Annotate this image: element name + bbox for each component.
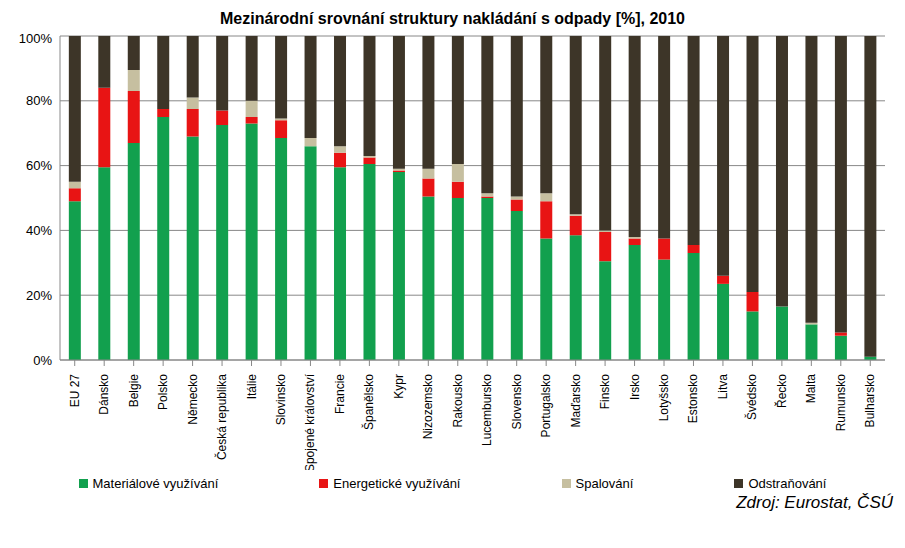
svg-text:Spojené království: Spojené království: [303, 373, 317, 470]
svg-text:Slovensko: Slovensko: [510, 374, 524, 430]
svg-text:Irsko: Irsko: [628, 374, 642, 400]
html-text:Materiálové využívání: Materiálové využívání: [92, 476, 219, 491]
svg-text:Německo: Německo: [186, 374, 200, 425]
svg-text:Lucembursko: Lucembursko: [480, 374, 494, 446]
svg-text:Kypr: Kypr: [392, 374, 406, 399]
html-text:Mezinárodní srovnání struktury: Mezinárodní srovnání struktury nakládání…: [220, 10, 685, 27]
svg-text:Rakousko: Rakousko: [451, 374, 465, 428]
svg-text:100%: 100%: [19, 31, 53, 46]
svg-text:Rumunsko: Rumunsko: [834, 374, 848, 432]
html-text:Spalování: Spalování: [575, 476, 634, 491]
svg-text:Estonsko: Estonsko: [686, 374, 700, 424]
svg-text:Finsko: Finsko: [598, 374, 612, 410]
svg-text:Dánsko: Dánsko: [97, 374, 111, 415]
svg-text:Švédsko: Švédsko: [744, 374, 759, 420]
svg-text:Česká republika: Česká republika: [214, 374, 229, 460]
html-text:Odstraňování: Odstraňování: [748, 476, 827, 491]
html-text:Zdroj: Eurostat, ČSÚ: Zdroj: Eurostat, ČSÚ: [736, 493, 893, 512]
svg-text:Bulharsko: Bulharsko: [863, 374, 877, 428]
svg-text:20%: 20%: [26, 288, 52, 303]
svg-text:Španělsko: Španělsko: [361, 374, 376, 430]
svg-text:Francie: Francie: [333, 374, 347, 414]
html-text:Energetické využívání: Energetické využívání: [333, 476, 461, 491]
svg-text:0%: 0%: [33, 353, 52, 368]
svg-text:40%: 40%: [26, 223, 52, 238]
svg-text:Slovinsko: Slovinsko: [274, 374, 288, 426]
svg-text:80%: 80%: [26, 93, 52, 108]
svg-text:Řecko: Řecko: [774, 374, 789, 408]
svg-text:Maďarsko: Maďarsko: [569, 374, 583, 428]
svg-text:Litva: Litva: [716, 374, 730, 400]
svg-text:60%: 60%: [26, 158, 52, 173]
svg-text:Belgie: Belgie: [127, 374, 141, 408]
svg-text:Polsko: Polsko: [156, 374, 170, 410]
svg-text:Portugalsko: Portugalsko: [539, 374, 553, 438]
svg-text:Lotyšsko: Lotyšsko: [657, 374, 671, 422]
svg-text:EU 27: EU 27: [68, 374, 82, 408]
svg-text:Nizozemsko: Nizozemsko: [421, 374, 435, 440]
svg-text:Malta: Malta: [804, 374, 818, 404]
svg-text:Itálie: Itálie: [245, 374, 259, 400]
